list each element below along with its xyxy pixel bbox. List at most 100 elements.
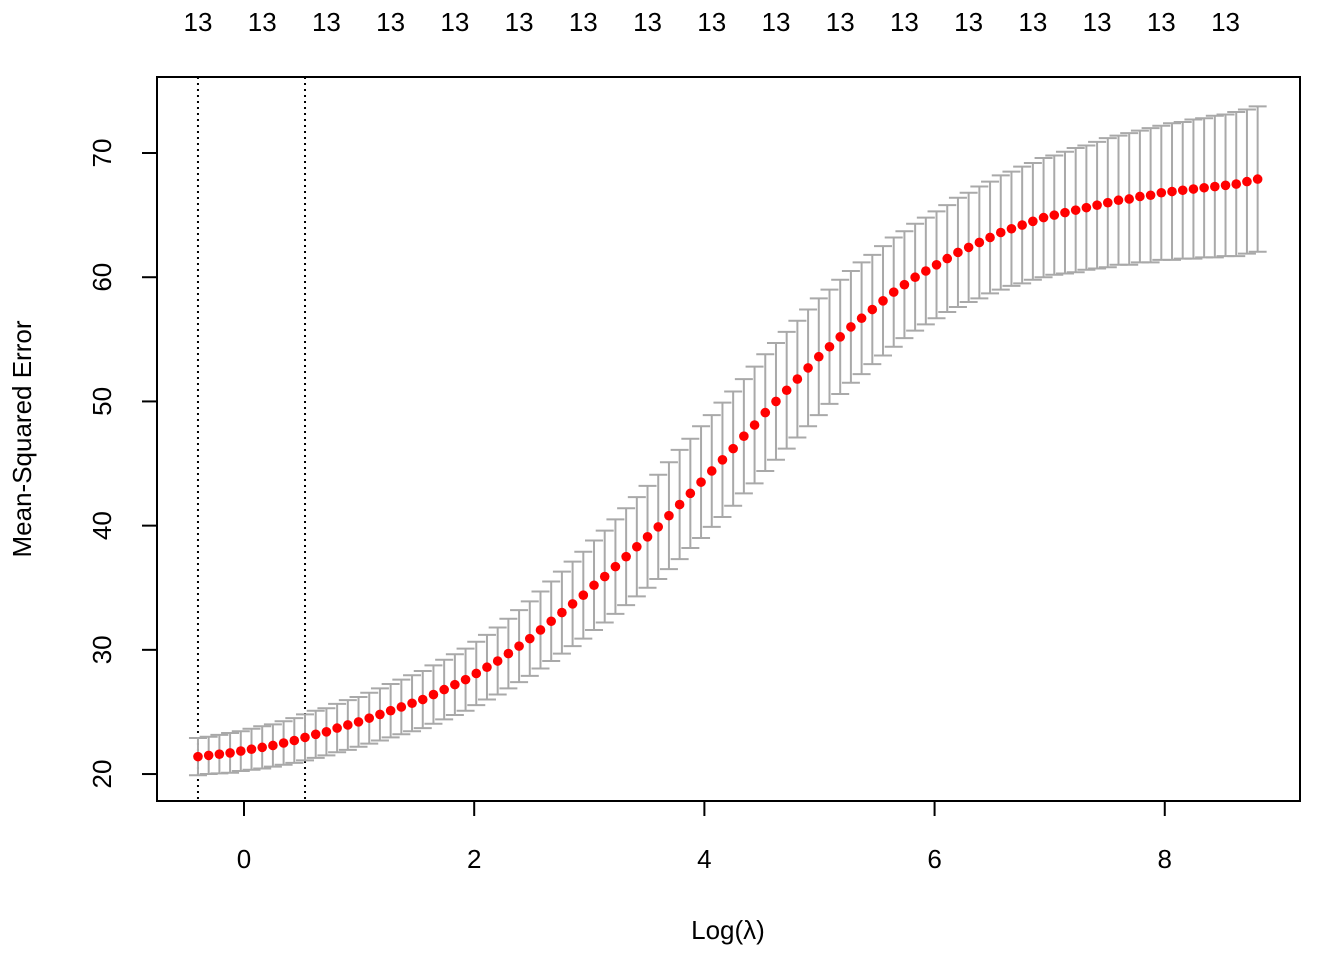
point	[664, 510, 674, 521]
point	[931, 260, 942, 270]
point	[396, 702, 407, 712]
point	[535, 625, 546, 635]
point	[921, 266, 931, 276]
top-tick-label: 13	[826, 7, 855, 37]
point	[1242, 176, 1252, 187]
point	[310, 729, 321, 740]
top-tick-label: 13	[890, 7, 919, 37]
x-tick-label: 8	[1158, 844, 1172, 874]
point	[1177, 185, 1188, 196]
point	[1049, 210, 1060, 220]
point	[503, 648, 514, 659]
point	[674, 499, 685, 510]
point	[739, 431, 749, 442]
x-axis-label: Log(λ)	[691, 915, 765, 945]
point	[953, 247, 963, 258]
point	[1092, 200, 1102, 210]
top-tick-label: 13	[1083, 7, 1112, 37]
point	[482, 662, 492, 673]
point	[589, 580, 599, 591]
point	[888, 287, 899, 297]
point	[696, 477, 706, 487]
point	[1017, 220, 1027, 230]
point	[332, 723, 342, 733]
y-tick-label: 40	[87, 511, 117, 540]
y-tick-label: 20	[87, 760, 117, 789]
point	[578, 590, 589, 600]
x-tick-label: 4	[697, 844, 711, 874]
point	[803, 363, 813, 373]
point	[867, 304, 878, 315]
point	[278, 738, 289, 748]
top-tick-label: 13	[376, 7, 405, 37]
plot-frame	[156, 76, 1301, 802]
point	[439, 684, 449, 695]
point	[717, 455, 728, 465]
point	[1199, 182, 1209, 193]
point	[375, 709, 385, 720]
point	[1006, 223, 1017, 234]
point	[300, 732, 310, 743]
point	[546, 616, 556, 627]
point	[514, 641, 524, 651]
point	[824, 341, 835, 352]
point	[1060, 207, 1070, 218]
y-tick-label: 30	[87, 635, 117, 664]
point	[557, 607, 567, 618]
x-tick-label: 0	[237, 844, 251, 874]
point	[835, 332, 845, 342]
point	[1124, 194, 1135, 204]
point	[364, 713, 375, 723]
point	[899, 279, 910, 290]
point	[353, 717, 364, 727]
point	[1220, 180, 1231, 191]
point	[385, 705, 396, 716]
point	[225, 748, 235, 758]
point	[642, 532, 653, 542]
point	[771, 396, 781, 407]
point	[985, 232, 995, 243]
point	[760, 407, 771, 418]
point	[417, 694, 428, 705]
point	[1210, 181, 1220, 192]
point	[214, 749, 225, 759]
top-tick-label: 13	[954, 7, 983, 37]
point	[343, 720, 353, 730]
point	[685, 488, 696, 499]
point	[321, 727, 332, 737]
point	[1167, 186, 1177, 197]
point	[1102, 197, 1113, 208]
point	[428, 689, 439, 700]
top-tick-label: 13	[697, 7, 726, 37]
point	[599, 571, 610, 582]
point	[289, 735, 300, 746]
top-tick-label: 13	[633, 7, 662, 37]
point	[878, 296, 888, 306]
x-tick-label: 6	[927, 844, 941, 874]
top-tick-label: 13	[1018, 7, 1047, 37]
point	[813, 351, 824, 362]
top-tick-label: 13	[505, 7, 534, 37]
point	[792, 374, 803, 384]
top-tick-label: 13	[184, 7, 213, 37]
top-tick-label: 13	[440, 7, 469, 37]
point	[1252, 174, 1263, 184]
point	[974, 237, 985, 248]
point	[268, 740, 278, 751]
point	[1156, 187, 1167, 198]
point	[1028, 216, 1038, 227]
point	[621, 551, 631, 562]
point	[567, 599, 578, 609]
point	[610, 561, 621, 572]
point	[632, 541, 642, 552]
x-tick-label: 2	[467, 844, 481, 874]
point	[846, 322, 856, 332]
top-tick-label: 13	[312, 7, 341, 37]
point	[471, 668, 482, 679]
point	[706, 466, 717, 476]
point	[995, 227, 1006, 238]
point	[1070, 205, 1081, 215]
point	[856, 313, 867, 324]
point	[407, 698, 417, 709]
